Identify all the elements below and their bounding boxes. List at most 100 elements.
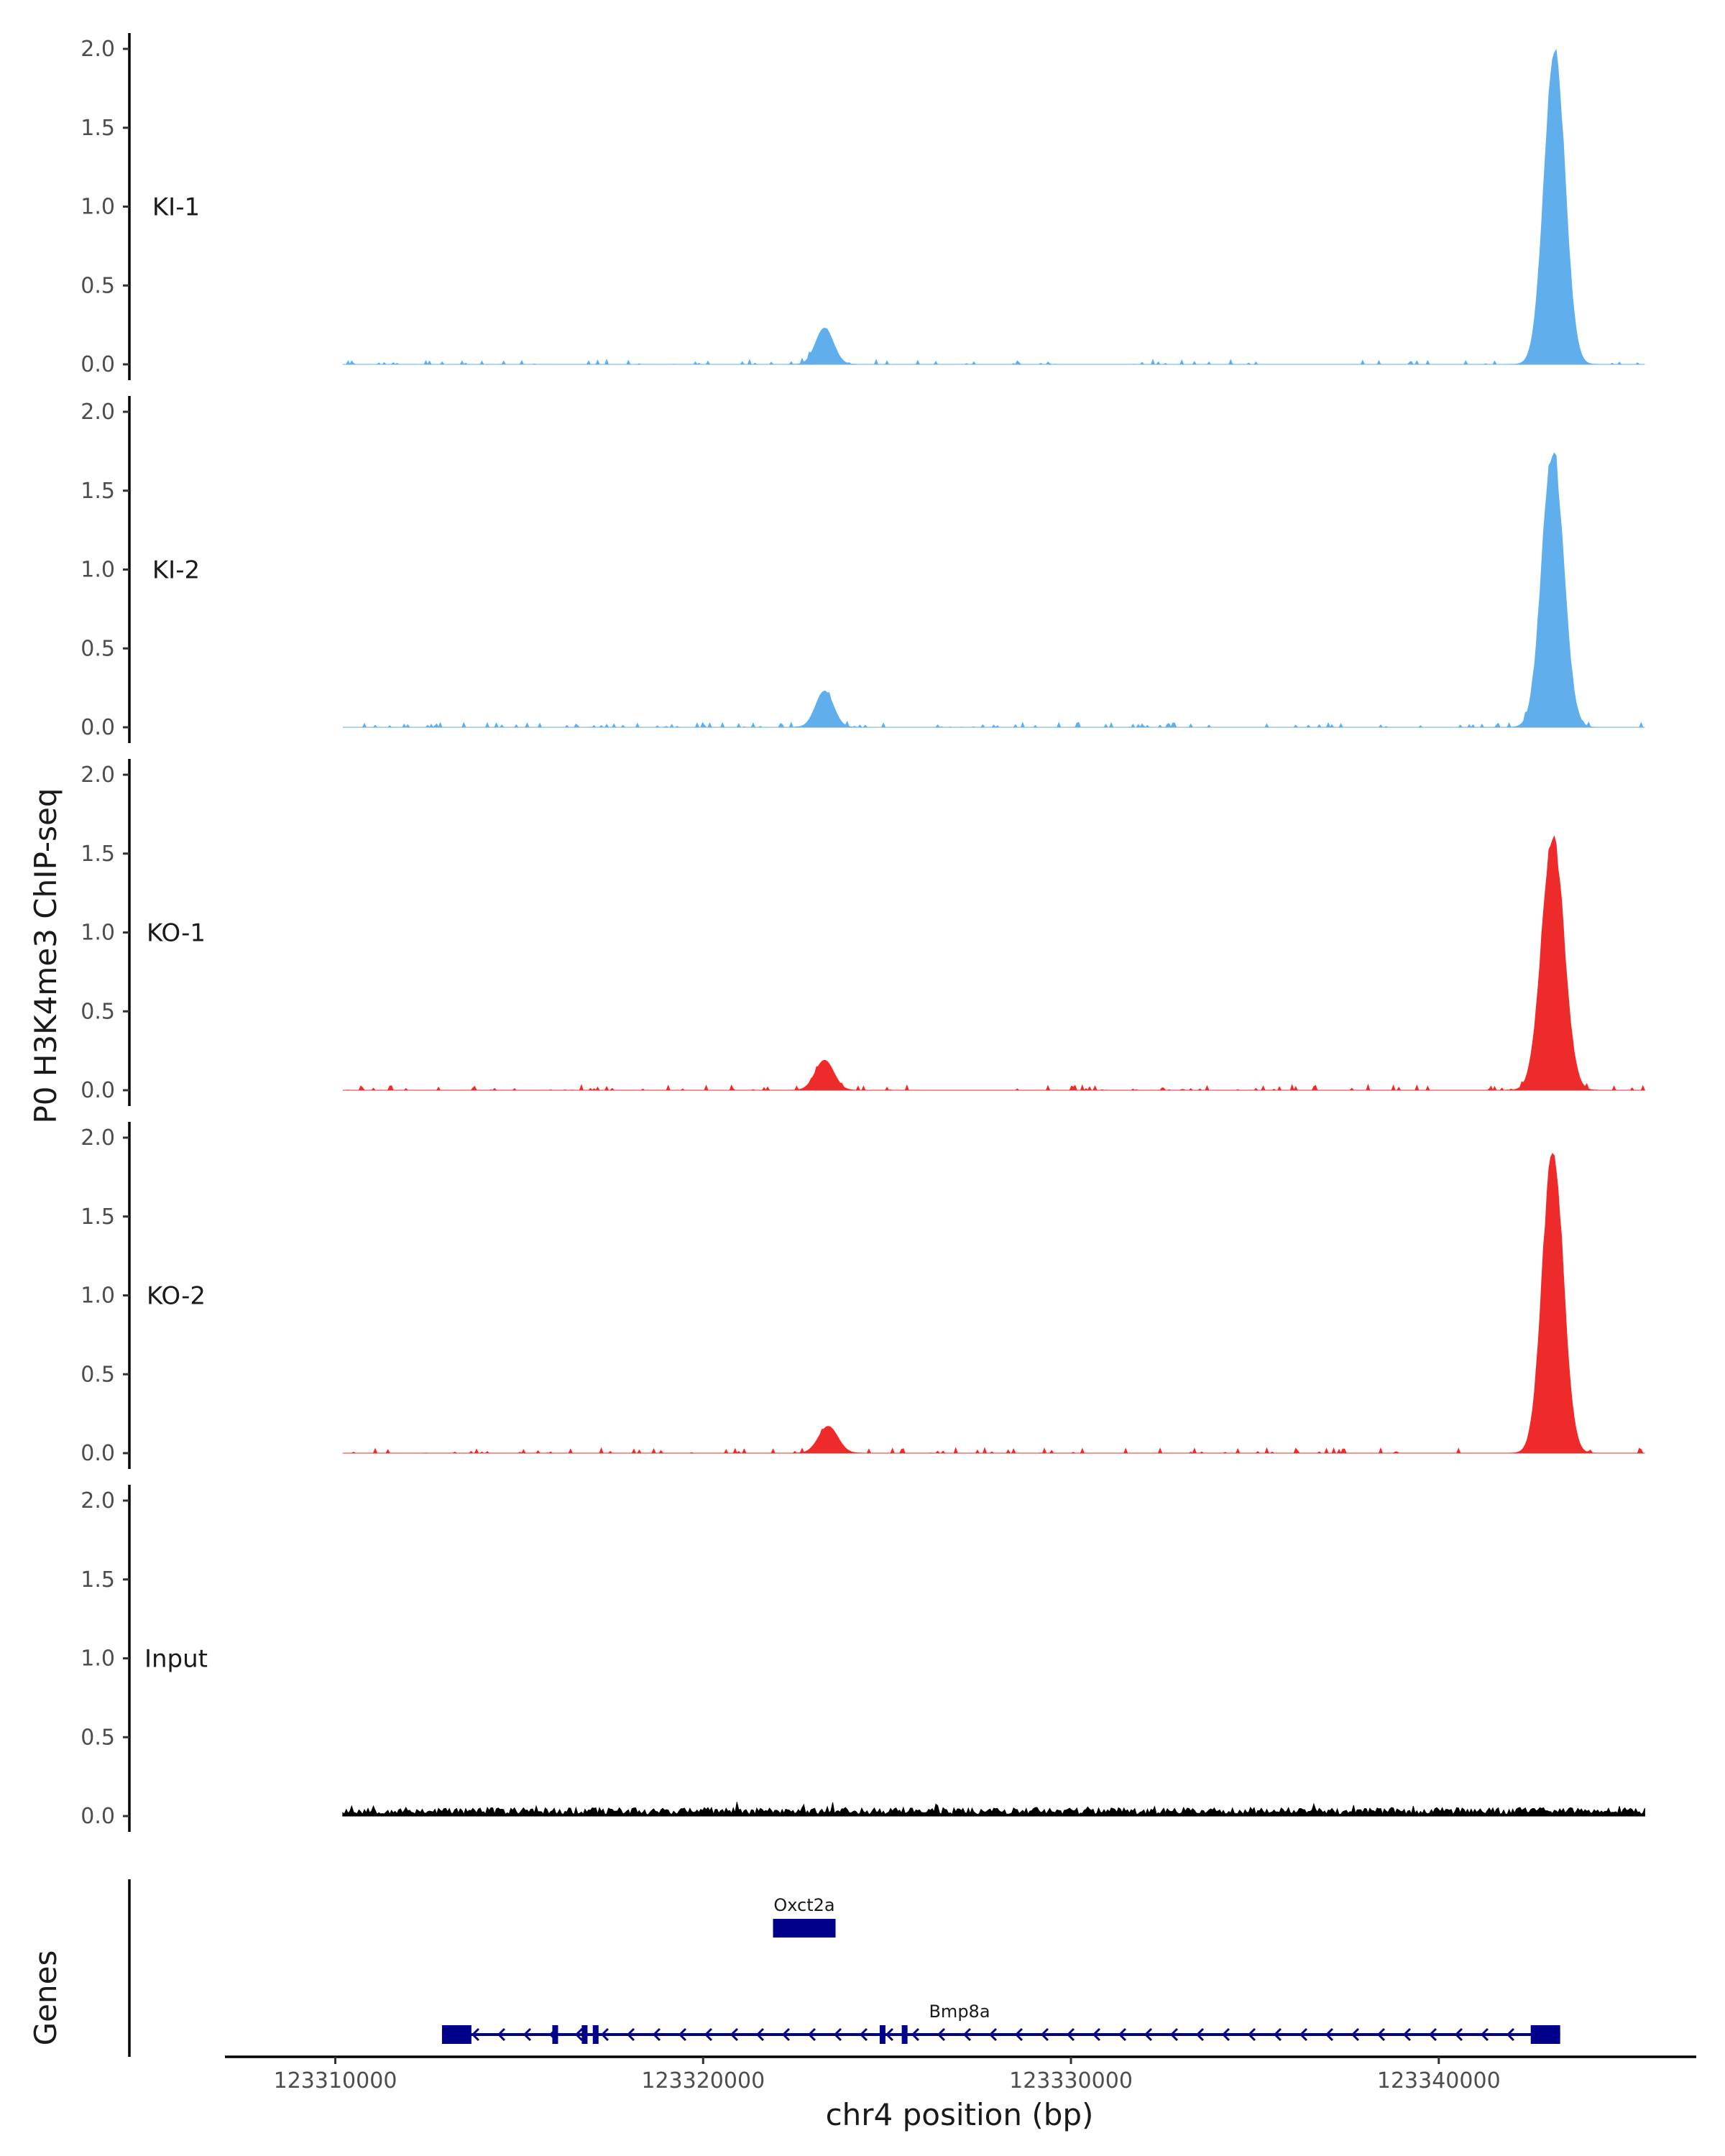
y-tick-label: 1.5 [80,1204,115,1230]
gene-name-label: Oxct2a [773,1895,834,1915]
y-tick-label: 0.5 [80,273,115,298]
strand-arrow-icon [1376,2027,1385,2042]
strand-arrow-icon [1273,2027,1282,2042]
y-tick-label: 0.5 [80,636,115,661]
y-tick-label: 0.0 [80,1078,115,1103]
strand-arrow-icon [1506,2027,1514,2042]
gene-exon [592,2025,599,2044]
y-tick-label: 0.5 [80,1725,115,1750]
track-input: 0.0 0.5 1.0 1.5 2.0 Input [80,1485,1645,1832]
signal-area-ki-2 [342,452,1645,729]
gene-exon [879,2025,886,2044]
gene-bmp8a: Bmp8a [441,2001,1560,2044]
strand-arrow-icon [471,2027,479,2042]
strand-arrow-icon [1040,2027,1049,2042]
track-ki-2: 0.0 0.5 1.0 1.5 2.0 KI-2 [80,396,1645,743]
strand-arrow-icon [497,2027,505,2042]
strand-arrow-icon [1118,2027,1126,2042]
gene-exon [441,2025,472,2044]
strand-arrow-icon [600,2027,609,2042]
x-tick-label: 123340000 [1377,2068,1501,2093]
strand-arrow-icon [1351,2027,1359,2042]
strand-arrow-icon [1325,2027,1333,2042]
y-axis-title: P0 H3K4me3 ChIP-seq [28,788,63,1123]
track-label: KI-1 [152,193,200,222]
strand-arrow-icon [1480,2027,1489,2042]
y-tick-label: 1.5 [80,479,115,504]
y-tick-label: 2.0 [80,400,115,425]
y-tick-label: 0.5 [80,999,115,1024]
strand-arrow-icon [1428,2027,1437,2042]
track-ko-1: 0.0 0.5 1.0 1.5 2.0 KO-1 [80,759,1646,1106]
x-axis-title: chr4 position (bp) [826,2097,1094,2132]
y-tick-label: 0.0 [80,715,115,740]
x-axis: chr4 position (bp) 123310000 123320000 123… [225,2055,1696,2132]
gene-name-label: Bmp8a [929,2001,990,2022]
signal-area-input [342,1802,1645,1817]
gene-exon [581,2025,588,2044]
strand-arrow-icon [1195,2027,1204,2042]
strand-arrow-icon [1221,2027,1230,2042]
strand-arrow-icon [1144,2027,1152,2042]
strand-arrow-icon [781,2027,790,2042]
strand-arrow-icon [574,2027,583,2042]
y-tick-label: 0.5 [80,1362,115,1387]
strand-arrow-icon [859,2027,868,2042]
strand-arrow-icon [1247,2027,1256,2042]
track-label: KO-2 [147,1282,206,1311]
signal-area-ko-1 [342,835,1646,1092]
gene-exon [773,1919,836,1938]
y-tick-label: 2.0 [80,1125,115,1151]
strand-arrow-icon [1169,2027,1178,2042]
track-label: KO-1 [147,919,206,948]
gene-exon [1530,2025,1560,2044]
gene-exon [552,2025,558,2044]
y-tick-label: 2.0 [80,763,115,788]
y-tick-label: 1.0 [80,558,115,583]
y-tick-label: 1.0 [80,1284,115,1309]
strand-arrow-icon [755,2027,764,2042]
y-tick-label: 2.0 [80,37,115,62]
y-tick-label: 1.5 [80,116,115,141]
strand-arrow-icon [1014,2027,1023,2042]
strand-arrow-icon [911,2027,919,2042]
y-tick-label: 0.0 [80,352,115,377]
strand-arrow-icon [988,2027,997,2042]
strand-arrow-icon [807,2027,816,2042]
y-tick-label: 2.0 [80,1488,115,1514]
strand-arrow-icon [730,2027,738,2042]
strand-arrow-icon [704,2027,712,2042]
strand-arrow-icon [1454,2027,1463,2042]
strand-arrow-icon [1299,2027,1307,2042]
y-tick-label: 0.0 [80,1804,115,1829]
strand-arrow-icon [678,2027,686,2042]
gene-oxct2a: Oxct2a [773,1895,836,1938]
gene-exon [901,2025,908,2044]
strand-arrow-icon [937,2027,945,2042]
strand-arrow-icon [1402,2027,1411,2042]
signal-area-ko-2 [342,1153,1645,1455]
strand-arrow-icon [652,2027,661,2042]
signal-tracks: 0.00.51.01.52.0KI-10.00.51.01.52.0KI-20.… [80,33,1646,1832]
track-ko-2: 0.0 0.5 1.0 1.5 2.0 KO-2 [80,1122,1645,1469]
strand-arrow-icon [885,2027,893,2042]
track-ki-1: 0.0 0.5 1.0 1.5 2.0 KI-1 [80,33,1645,380]
y-tick-label: 1.0 [80,195,115,220]
x-tick-label: 123310000 [274,2068,397,2093]
genes-panel: Genes Oxct2a Bmp8a [28,1879,1560,2057]
y-tick-label: 1.5 [80,842,115,867]
y-tick-label: 1.0 [80,921,115,946]
strand-arrow-icon [1092,2027,1100,2042]
strand-arrow-icon [1066,2027,1075,2042]
x-tick-label: 123320000 [641,2068,765,2093]
signal-area-ki-1 [342,48,1645,366]
track-label: Input [144,1645,208,1674]
track-label: KI-2 [152,556,200,585]
strand-arrow-icon [626,2027,635,2042]
y-tick-label: 1.5 [80,1567,115,1593]
x-tick-label: 123330000 [1009,2068,1133,2093]
y-tick-label: 1.0 [80,1646,115,1672]
strand-arrow-icon [833,2027,842,2042]
y-tick-label: 0.0 [80,1441,115,1466]
